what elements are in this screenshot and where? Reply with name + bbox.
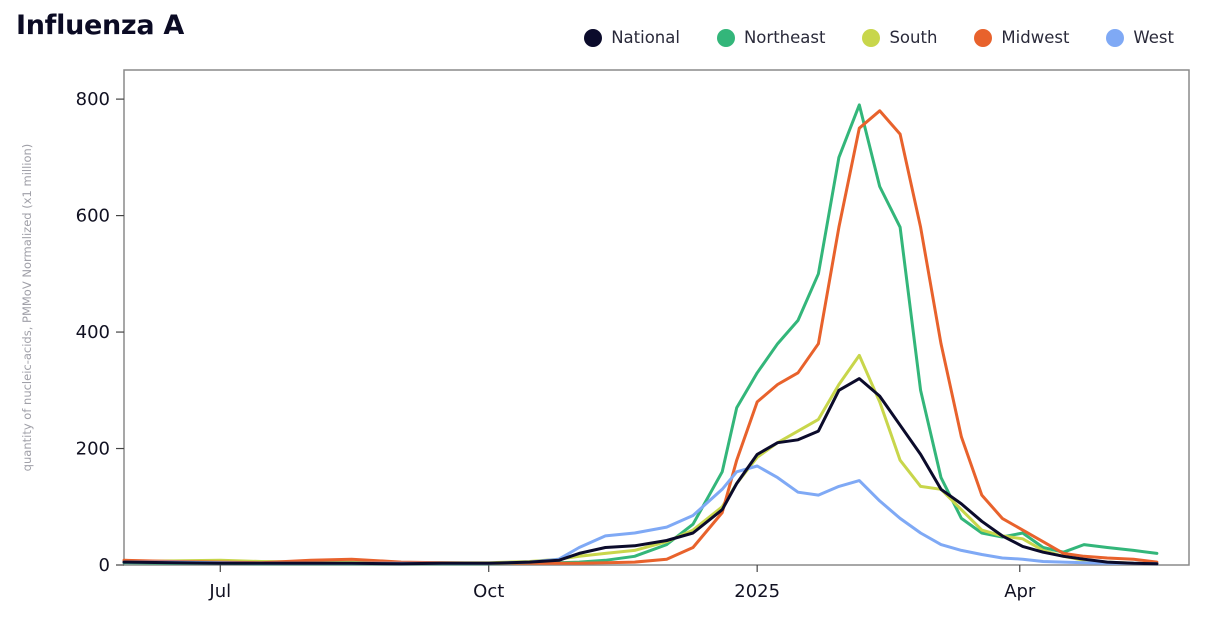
y-axis-label: quantity of nucleic-acids, PMMoV Normali… (20, 144, 34, 472)
legend-swatch (974, 28, 993, 47)
legend-item-northeast[interactable]: Northeast (716, 28, 826, 47)
y-tick-label: 200 (76, 439, 110, 460)
series-line-northeast (122, 103, 1159, 566)
x-tick-label: Apr (1004, 581, 1036, 602)
chart-legend: National Northeast South Midwest West (547, 28, 1174, 47)
y-tick-label: 0 (99, 555, 110, 576)
legend-label: Midwest (1001, 28, 1070, 47)
legend-swatch (862, 28, 881, 47)
legend-item-west[interactable]: West (1106, 28, 1174, 47)
legend-label: Northeast (743, 28, 826, 47)
legend-item-national[interactable]: National (584, 28, 680, 47)
y-tick-label: 400 (76, 322, 110, 343)
plot-frame (123, 69, 1190, 566)
legend-label: National (611, 28, 680, 47)
y-tick-label: 600 (76, 206, 110, 227)
x-tick-label: Jul (208, 581, 231, 602)
legend-swatch (1106, 28, 1125, 47)
legend-item-south[interactable]: South (862, 28, 937, 47)
legend-swatch (584, 28, 603, 47)
legend-swatch (716, 28, 735, 47)
legend-label: South (889, 28, 938, 47)
legend-item-midwest[interactable]: Midwest (974, 28, 1069, 47)
series-line-national (122, 377, 1159, 566)
legend-label: West (1133, 28, 1174, 47)
y-tick-label: 800 (76, 89, 110, 110)
series-line-midwest (122, 109, 1159, 565)
chart-title: Influenza A (16, 10, 184, 41)
x-tick-label: 2025 (734, 581, 780, 602)
x-tick-label: Oct (473, 581, 504, 602)
